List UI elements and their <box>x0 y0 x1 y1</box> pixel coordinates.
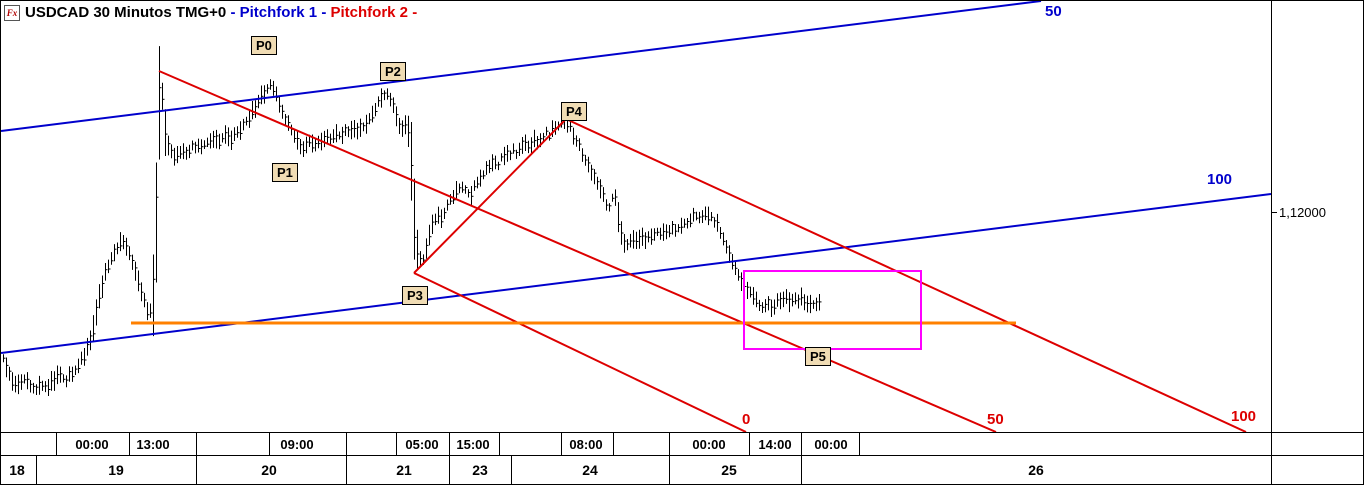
price-chart-canvas[interactable] <box>1 1 1271 432</box>
highlight-box[interactable] <box>743 270 922 350</box>
date-axis-separator <box>449 456 450 484</box>
date-tick-label: 18 <box>9 462 25 478</box>
title-segment: - <box>408 4 418 21</box>
time-axis-separator <box>499 433 500 455</box>
fx-chart-icon: Fx <box>4 5 20 21</box>
date-tick-label: 26 <box>1028 462 1044 478</box>
pitchfork1-line[interactable] <box>1 193 1271 354</box>
time-axis-separator <box>669 433 670 455</box>
pitchfork2-line[interactable] <box>413 272 747 432</box>
pitchfork2-lines[interactable] <box>158 70 1247 432</box>
pitchfork1-line[interactable] <box>1 1 1042 132</box>
price-axis[interactable]: 1,12000 <box>1271 1 1363 432</box>
time-axis-separator <box>396 433 397 455</box>
time-tick-label: 15:00 <box>456 437 490 452</box>
time-tick-label: 00:00 <box>75 437 109 452</box>
date-axis-separator <box>511 456 512 484</box>
date-tick-label: 25 <box>721 462 737 478</box>
title-bar: Fx USDCAD 30 Minutos TMG+0 - Pitchfork 1… <box>4 4 417 22</box>
time-axis-separator <box>449 433 450 455</box>
time-axis-separator <box>801 433 802 455</box>
date-axis-separator <box>36 456 37 484</box>
time-axis-separator <box>196 433 197 455</box>
title-segment: Pitchfork 2 <box>330 4 409 21</box>
date-tick-label: 20 <box>261 462 277 478</box>
date-axis-separator <box>801 456 802 484</box>
time-tick-label: 14:00 <box>758 437 792 452</box>
time-axis-separator <box>561 433 562 455</box>
pitchfork1-lines[interactable] <box>1 1 1271 354</box>
price-axis-tick <box>1272 212 1277 213</box>
time-axis-separator <box>749 433 750 455</box>
pitchfork2-line[interactable] <box>565 118 1247 432</box>
time-axis[interactable]: 00:00 13:00 09:00 05:00 15:00 08:00 00:00 14:00… <box>1 432 1363 456</box>
time-tick-label: 00:00 <box>692 437 726 452</box>
title-segment: - <box>226 4 240 21</box>
title-segment: Pitchfork 1 <box>239 4 318 21</box>
time-tick-label: 00:00 <box>814 437 848 452</box>
date-tick-label: 19 <box>108 462 124 478</box>
time-tick-label: 08:00 <box>569 437 603 452</box>
date-axis-separator <box>669 456 670 484</box>
date-tick-label: 24 <box>582 462 598 478</box>
date-axis-separator <box>196 456 197 484</box>
price-axis-label: 1,12000 <box>1279 205 1326 220</box>
date-axis[interactable]: 18 19 20 21 23 24 25 26 <box>1 456 1363 484</box>
time-axis-separator <box>346 433 347 455</box>
date-tick-label: 23 <box>472 462 488 478</box>
date-axis-separator <box>346 456 347 484</box>
title-segment: USDCAD 30 Minutos TMG+0 <box>25 4 227 21</box>
time-axis-separator <box>613 433 614 455</box>
time-tick-label: 13:00 <box>136 437 170 452</box>
time-tick-label: 05:00 <box>405 437 439 452</box>
time-axis-separator <box>56 433 57 455</box>
pitchfork2-line[interactable] <box>158 70 997 432</box>
title-segment: - <box>317 4 331 21</box>
time-tick-label: 09:00 <box>280 437 314 452</box>
chart-title: USDCAD 30 Minutos TMG+0 - Pitchfork 1 - … <box>25 4 417 22</box>
time-axis-separator <box>859 433 860 455</box>
time-axis-separator <box>1271 433 1272 455</box>
time-axis-separator <box>129 433 130 455</box>
price-bars <box>3 46 822 396</box>
date-axis-separator <box>1271 456 1272 484</box>
date-tick-label: 21 <box>396 462 412 478</box>
time-axis-separator <box>269 433 270 455</box>
pitchfork2-line[interactable] <box>413 118 567 274</box>
